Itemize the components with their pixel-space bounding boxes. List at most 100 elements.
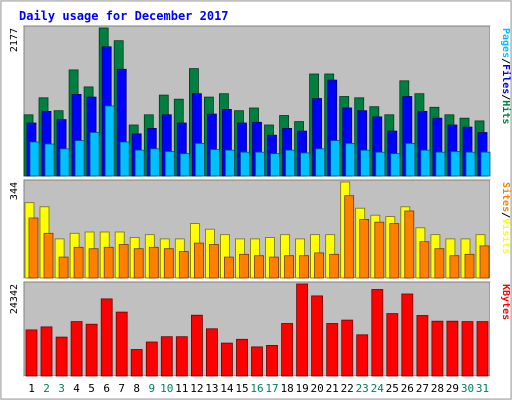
bar-pages-day-9 [149,148,160,177]
chart-title: Daily usage for December 2017 [19,9,229,23]
bar-sites-day-5 [88,248,99,279]
x-tick-label-day-12: 12 [190,382,203,395]
y-max-label: 24342 [9,284,20,314]
right-label-part: Pages [500,28,511,58]
x-tick-label-day-28: 28 [431,382,444,395]
bar-sites-day-22 [344,195,355,279]
right-label-part: / [500,58,511,64]
bar-sites-day-21 [329,253,340,279]
bar-pages-day-20 [315,148,326,177]
x-tick-label-day-9: 9 [148,382,155,395]
bar-pages-day-3 [59,148,70,177]
bar-kbytes-day-26 [401,293,414,377]
bar-pages-day-5 [89,132,100,177]
bar-pages-day-27 [420,149,431,177]
bar-pages-day-29 [450,151,461,177]
right-label-part: Hits [500,100,512,124]
bar-sites-day-30 [464,253,475,279]
bar-kbytes-day-28 [431,320,444,377]
x-tick-label-day-11: 11 [175,382,188,395]
bar-sites-day-2 [43,232,54,279]
x-tick-label-day-26: 26 [401,382,414,395]
bar-sites-day-7 [118,244,129,279]
x-tick-label-day-20: 20 [310,382,323,395]
x-tick-label-day-15: 15 [235,382,248,395]
bar-kbytes-day-15 [236,338,248,377]
bar-pages-day-13 [209,149,220,177]
bar-kbytes-day-4 [70,321,83,377]
x-axis-day-labels: 1 2 3 4 5 6 7 8 9 10 11 12 13 14 15 16 17 18 19 20 21 22 23 24 2… [28,382,489,395]
bar-pages-day-26 [405,142,416,177]
x-tick-label-day-29: 29 [446,382,459,395]
bar-kbytes-day-3 [55,336,68,377]
bar-sites-day-27 [419,241,430,279]
bar-sites-day-14 [223,256,234,279]
bar-kbytes-day-9 [145,341,158,377]
x-tick-label-day-3: 3 [58,382,65,395]
bar-sites-day-11 [178,251,189,279]
bar-sites-day-3 [58,256,69,279]
bar-pages-day-23 [360,149,371,177]
x-tick-label-day-27: 27 [416,382,429,395]
bar-sites-day-12 [193,242,204,279]
bar-sites-day-8 [133,248,144,279]
bar-pages-day-11 [179,153,190,177]
y-max-label: 2177 [9,28,20,52]
bar-kbytes-day-30 [461,321,474,377]
x-tick-label-day-5: 5 [88,382,95,395]
panel-kbytes: 24342 KBytes [9,281,511,377]
bar-kbytes-day-21 [326,323,339,377]
bar-sites-day-28 [434,248,445,279]
bar-kbytes-day-22 [341,319,354,377]
bar-kbytes-day-6 [100,298,113,377]
bar-sites-day-9 [148,246,159,279]
x-tick-label-day-13: 13 [205,382,218,395]
bar-kbytes-day-27 [416,315,429,377]
bar-pages-day-4 [74,140,85,177]
bar-pages-day-12 [194,142,205,177]
x-tick-label-day-2: 2 [43,382,50,395]
bar-sites-day-23 [359,218,370,279]
bar-kbytes-day-7 [115,311,128,377]
bar-pages-day-31 [480,151,491,177]
panel-hits_files_pages: 2177 Pages/Files/Hits [9,25,512,177]
bar-sites-day-4 [73,246,84,279]
bar-pages-day-25 [390,153,401,177]
bar-pages-day-19 [300,152,311,177]
x-tick-label-day-23: 23 [356,382,369,395]
right-label-part: Visits [500,218,512,254]
x-tick-label-day-6: 6 [103,382,110,395]
bar-sites-day-18 [284,255,295,279]
bar-pages-day-24 [375,151,386,177]
bar-sites-day-19 [299,255,310,279]
bar-sites-day-16 [254,255,264,279]
x-tick-label-day-25: 25 [386,382,399,395]
right-series-label: Sites/Visits [500,182,512,254]
bar-sites-day-13 [208,244,219,279]
series-pages [29,105,491,177]
bar-kbytes-day-8 [130,349,143,377]
bar-kbytes-day-29 [446,320,459,377]
bar-sites-day-6 [103,246,114,279]
x-tick-label-day-31: 31 [476,382,489,395]
bar-sites-day-24 [374,221,385,279]
bar-pages-day-28 [435,151,446,177]
bar-kbytes-day-5 [85,323,98,377]
bar-sites-day-17 [269,256,279,279]
right-series-label: Pages/Files/Hits [500,28,512,124]
bar-pages-day-15 [240,151,250,177]
bar-pages-day-30 [465,151,476,177]
x-tick-label-day-18: 18 [280,382,293,395]
bar-kbytes-day-23 [356,334,369,377]
right-label-part: Sites [500,182,512,212]
right-label-part: / [500,212,511,218]
bar-kbytes-day-11 [175,336,188,377]
bar-kbytes-day-20 [311,295,324,377]
bar-kbytes-day-25 [386,313,399,377]
bar-pages-day-1 [29,141,40,177]
series-sites [28,195,490,279]
right-label-part: / [500,94,511,100]
